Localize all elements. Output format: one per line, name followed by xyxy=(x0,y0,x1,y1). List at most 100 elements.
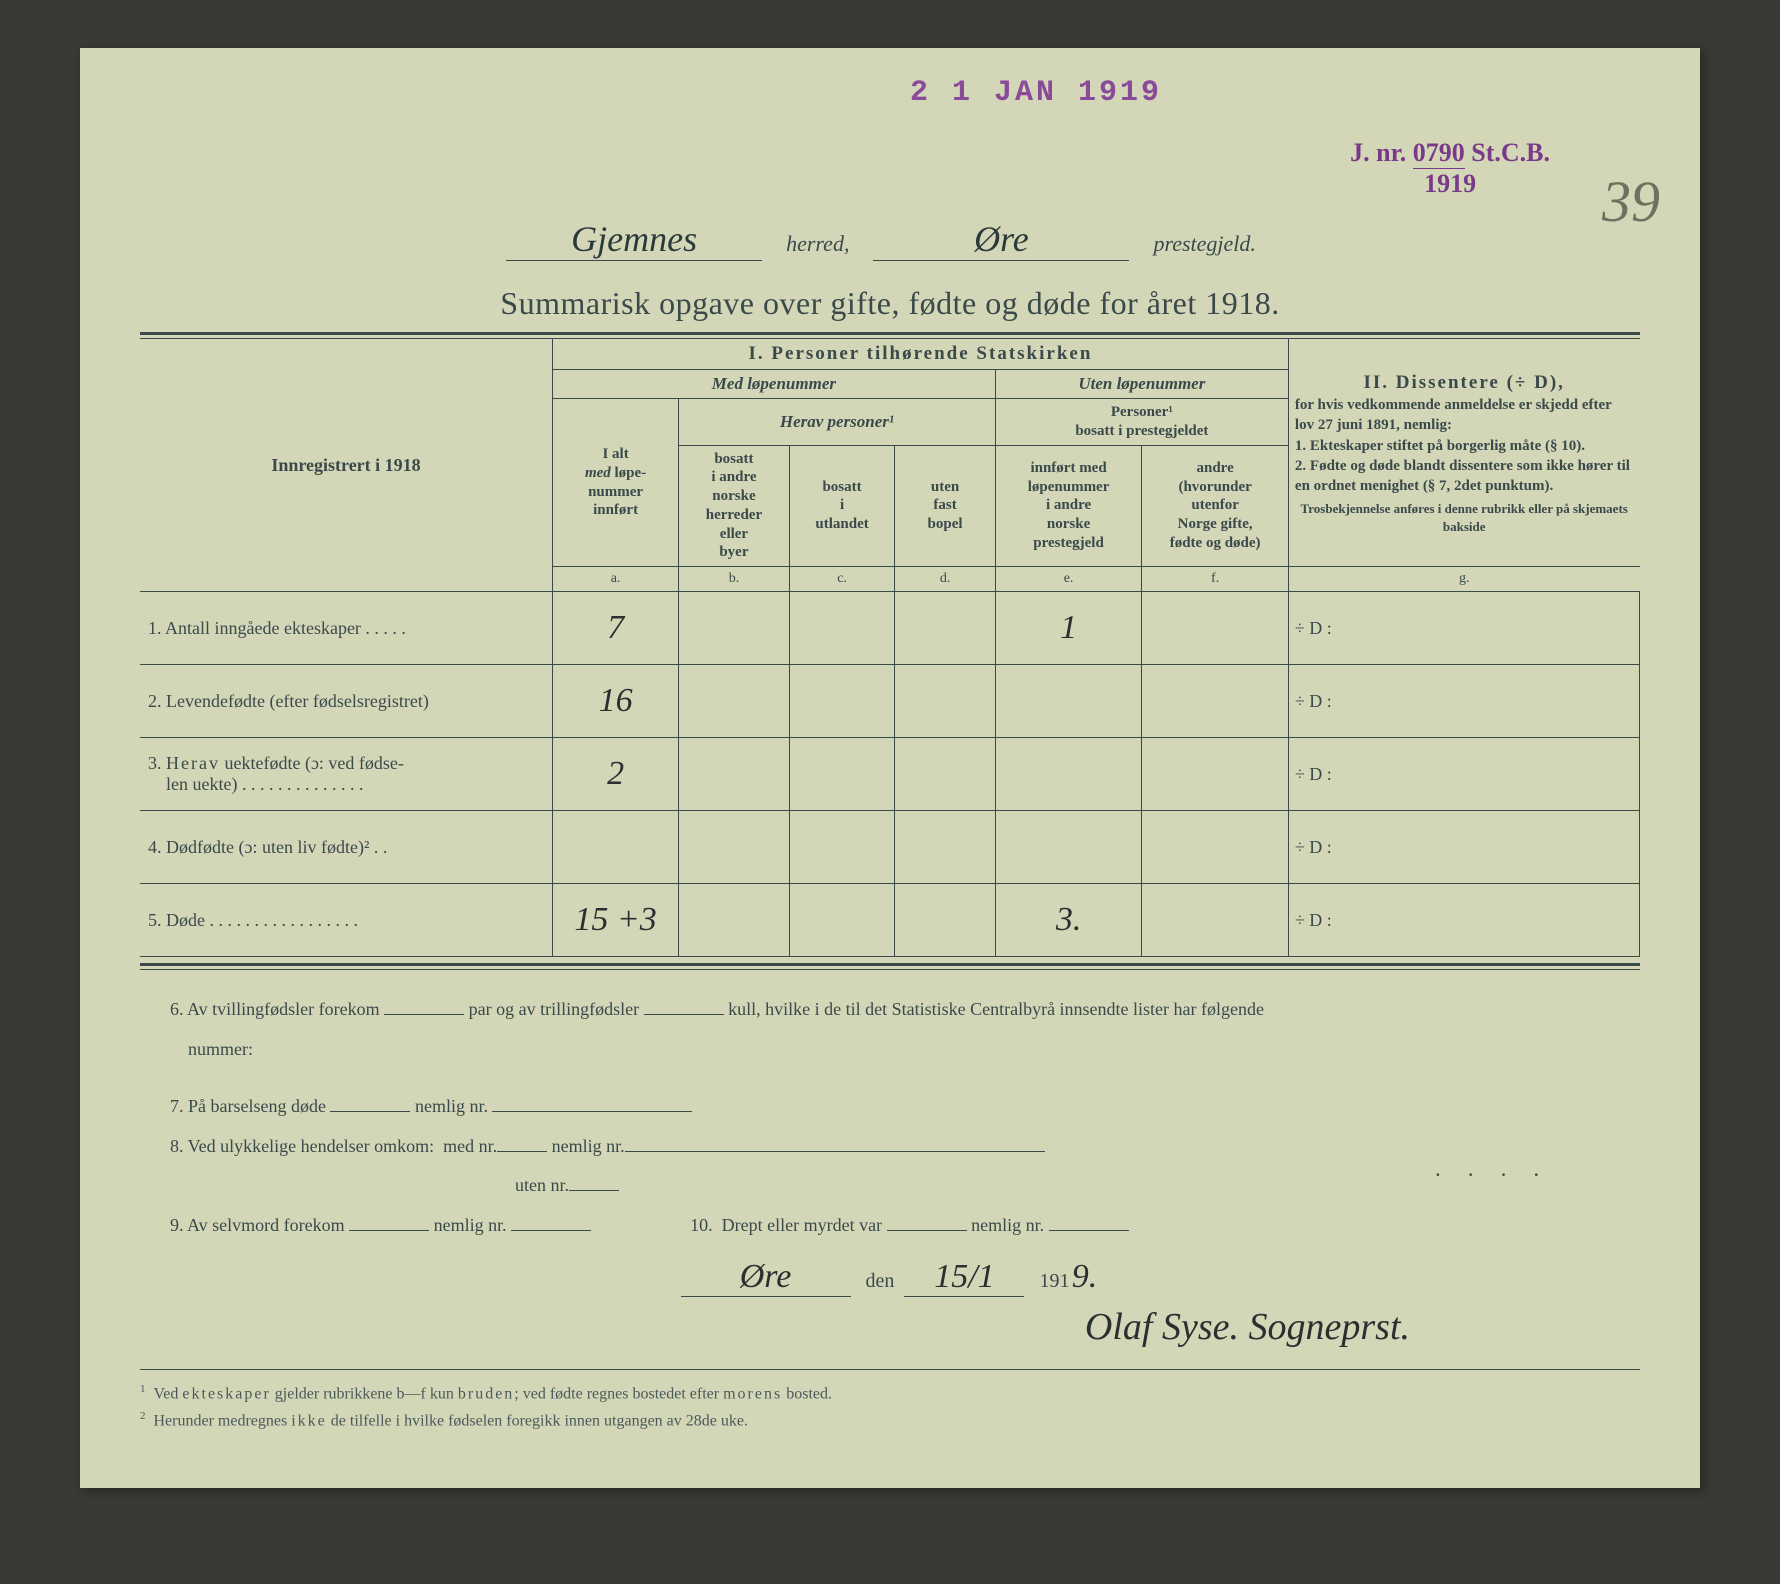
cell-e xyxy=(995,738,1142,811)
cell-b xyxy=(679,811,790,884)
header-line: Gjemnes herred, Øre prestegjeld. xyxy=(140,218,1640,261)
rule xyxy=(140,963,1640,970)
med-lopenummer: Med løpenummer xyxy=(553,370,996,399)
document-page: 2 1 JAN 1919 J. nr. 0790 St.C.B. 1919 39… xyxy=(80,48,1700,1488)
col-e-header: innført medløpenummeri andrenorskepreste… xyxy=(995,445,1142,567)
cell-d xyxy=(895,884,995,957)
col-a-header: I altmed løpe-nummerinnført xyxy=(553,399,679,567)
signature-name: Olaf Syse. Sogneprst. xyxy=(140,1305,1640,1349)
table-row: 3. Herav uektefødte (ɔ: ved fødse- len u… xyxy=(140,738,1640,811)
cell-a: 15 +3 xyxy=(553,884,679,957)
col-d-header: utenfastbopel xyxy=(895,445,995,567)
cell-a xyxy=(553,811,679,884)
letter-b: b. xyxy=(679,567,790,592)
letter-g: g. xyxy=(1288,567,1639,592)
lower-questions: 6. Av tvillingfødsler forekom par og av … xyxy=(170,990,1624,1246)
form-title: Summarisk opgave over gifte, fødte og dø… xyxy=(140,285,1640,322)
cell-d xyxy=(895,811,995,884)
footnotes: 1 Ved ekteskaper gjelder rubrikkene b—f … xyxy=(140,1369,1640,1435)
cell-a: 7 xyxy=(553,592,679,665)
cell-b xyxy=(679,738,790,811)
letter-a: a. xyxy=(553,567,679,592)
cell-f xyxy=(1142,592,1289,665)
journal-number-stamp: J. nr. 0790 St.C.B. 1919 xyxy=(1350,138,1550,199)
table-row: 1. Antall inngåede ekteskaper . . . . . … xyxy=(140,592,1640,665)
cell-b xyxy=(679,884,790,957)
cell-e xyxy=(995,811,1142,884)
row-label: 4. Dødfødte (ɔ: uten liv fødte)² . . xyxy=(140,811,553,884)
cell-f xyxy=(1142,665,1289,738)
cell-f xyxy=(1142,811,1289,884)
question-8: 8. Ved ulykkelige hendelser omkom: med n… xyxy=(170,1127,1624,1167)
footnote-1: 1 Ved ekteskaper gjelder rubrikkene b—f … xyxy=(140,1380,1640,1408)
dissentere-title: II. Dissentere (÷ D), xyxy=(1295,370,1634,396)
cell-b xyxy=(679,665,790,738)
cell-c xyxy=(789,884,895,957)
jnr-number: 0790 xyxy=(1413,138,1465,167)
letter-c: c. xyxy=(789,567,895,592)
question-7: 7. På barselseng døde nemlig nr. xyxy=(170,1087,1624,1127)
uten-lopenummer: Uten løpenummer xyxy=(995,370,1288,399)
cell-g: ÷ D : xyxy=(1288,665,1639,738)
col-f-header: andre(hvorunderutenforNorge gifte,fødte … xyxy=(1142,445,1289,567)
cell-b xyxy=(679,592,790,665)
col-b-header: bosatti andrenorskeherrederellerbyer xyxy=(679,445,790,567)
sig-year-suffix: 9. xyxy=(1069,1258,1099,1296)
cell-c xyxy=(789,738,895,811)
herred-value: Gjemnes xyxy=(506,218,762,261)
row-label: 2. Levendefødte (efter fødselsregistret) xyxy=(140,665,553,738)
dissentere-small: Trosbekjennelse anføres i denne rubrikk … xyxy=(1295,500,1634,535)
question-9-10: 9. Av selvmord forekom nemlig nr. 10. Dr… xyxy=(170,1206,1624,1246)
cell-c xyxy=(789,811,895,884)
cell-g: ÷ D : xyxy=(1288,592,1639,665)
prestegjeld-label: prestegjeld. xyxy=(1135,231,1273,256)
cell-g: ÷ D : xyxy=(1288,884,1639,957)
cell-a: 16 xyxy=(553,665,679,738)
herav-personer: Herav personer¹ xyxy=(679,399,996,446)
sig-date: 15/1 xyxy=(904,1258,1024,1297)
herred-label: herred, xyxy=(768,231,867,256)
letter-d: d. xyxy=(895,567,995,592)
rule xyxy=(140,332,1640,339)
footnote-2: 2 Herunder medregnes ikke de tilfelle i … xyxy=(140,1407,1640,1435)
jnr-prefix: J. nr. xyxy=(1350,138,1406,167)
table-row: 2. Levendefødte (efter fødselsregistret)… xyxy=(140,665,1640,738)
cell-f xyxy=(1142,884,1289,957)
cell-e: 3. xyxy=(995,884,1142,957)
jnr-suffix: St.C.B. xyxy=(1471,138,1550,167)
signature-line: Øre den 15/1 1919. xyxy=(140,1258,1640,1297)
cell-e xyxy=(995,665,1142,738)
row-label: 3. Herav uektefødte (ɔ: ved fødse- len u… xyxy=(140,738,553,811)
cell-g: ÷ D : xyxy=(1288,738,1639,811)
cell-c xyxy=(789,592,895,665)
dissentere-text: for hvis vedkommende anmeldelse er skjed… xyxy=(1295,395,1634,496)
left-header: Innregistrert i 1918 xyxy=(140,339,553,592)
jnr-year: 1919 xyxy=(1424,169,1476,198)
ink-marks: · · · · xyxy=(1434,1162,1550,1188)
row-label: 5. Døde . . . . . . . . . . . . . . . . … xyxy=(140,884,553,957)
row-label: 1. Antall inngåede ekteskaper . . . . . xyxy=(140,592,553,665)
cell-g: ÷ D : xyxy=(1288,811,1639,884)
cell-d xyxy=(895,665,995,738)
sig-place: Øre xyxy=(681,1258,851,1297)
date-stamp: 2 1 JAN 1919 xyxy=(910,76,1162,110)
cell-d xyxy=(895,592,995,665)
question-6: 6. Av tvillingfødsler forekom par og av … xyxy=(170,990,1624,1069)
section1-header: I. Personer tilhørende Statskirken xyxy=(553,339,1289,370)
question-8b: uten nr. xyxy=(170,1166,1624,1206)
cell-a: 2 xyxy=(553,738,679,811)
cell-e: 1 xyxy=(995,592,1142,665)
table-row: 5. Døde . . . . . . . . . . . . . . . . … xyxy=(140,884,1640,957)
personer-bosatt: Personer¹bosatt i prestegjeldet xyxy=(995,399,1288,446)
table-row: 4. Dødfødte (ɔ: uten liv fødte)² . . ÷ D… xyxy=(140,811,1640,884)
section2-header: II. Dissentere (÷ D), for hvis vedkommen… xyxy=(1288,339,1639,567)
cell-d xyxy=(895,738,995,811)
col-c-header: bosattiutlandet xyxy=(789,445,895,567)
letter-e: e. xyxy=(995,567,1142,592)
cell-f xyxy=(1142,738,1289,811)
sig-year-prefix: 191 xyxy=(1039,1270,1069,1292)
page-number: 39 xyxy=(1602,168,1660,235)
sig-den: den xyxy=(866,1270,895,1292)
cell-c xyxy=(789,665,895,738)
main-table: Innregistrert i 1918 I. Personer tilhøre… xyxy=(140,339,1640,957)
